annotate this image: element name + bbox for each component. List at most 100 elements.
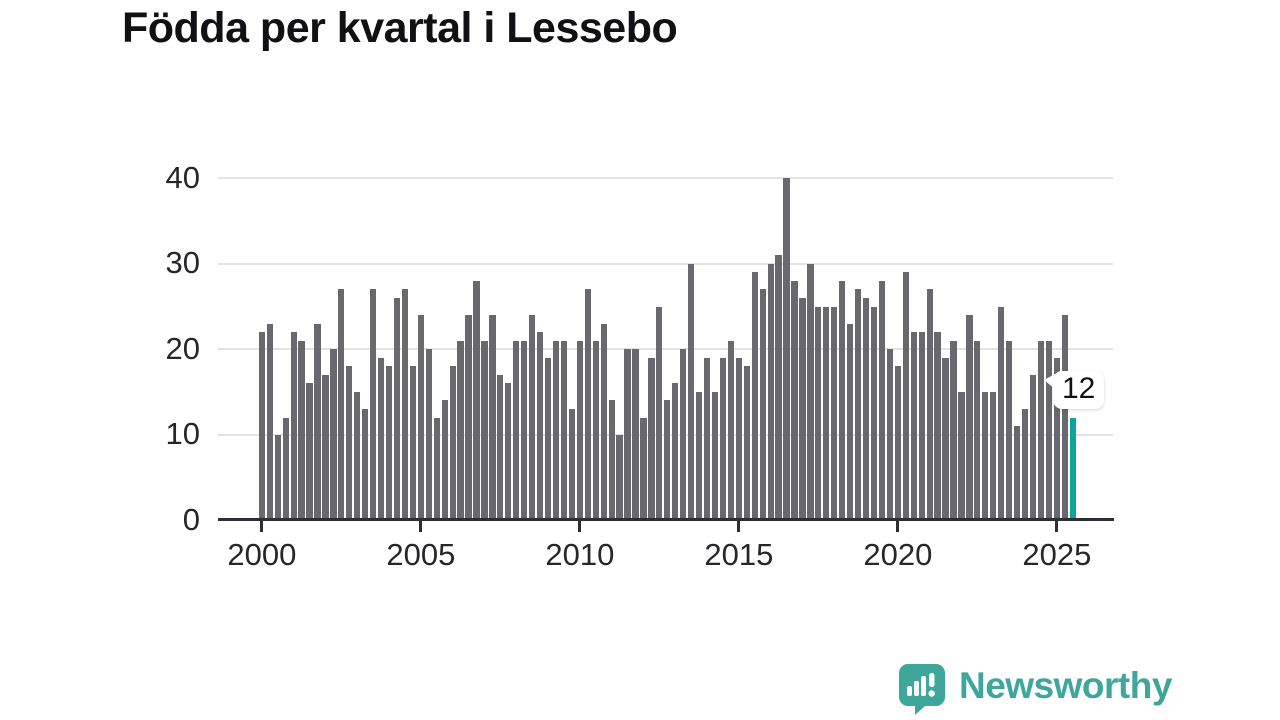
bar	[910, 332, 917, 520]
bar	[735, 357, 742, 520]
bar	[783, 178, 790, 520]
bar	[934, 332, 941, 520]
bar	[505, 383, 512, 520]
bar	[306, 383, 313, 520]
x-axis-tick-label: 2005	[386, 537, 456, 572]
speech-bubble-bar-chart-icon	[899, 664, 945, 715]
bar	[1013, 426, 1021, 520]
bar	[529, 315, 536, 520]
bar	[473, 280, 480, 520]
bar	[513, 340, 520, 520]
bar	[481, 340, 488, 520]
bar	[878, 280, 886, 520]
bar	[314, 323, 321, 520]
bar	[1037, 340, 1045, 520]
bar	[640, 417, 647, 520]
bar	[449, 366, 456, 520]
annotation-tail	[1044, 374, 1055, 389]
bar	[600, 323, 607, 520]
bar	[536, 332, 544, 520]
bar	[680, 349, 687, 520]
bar	[592, 340, 599, 520]
bar	[839, 280, 846, 520]
bar	[330, 349, 337, 520]
bar	[338, 289, 345, 520]
bar	[552, 340, 560, 520]
x-axis-tick	[1055, 521, 1059, 532]
bar	[401, 289, 409, 520]
bar	[258, 332, 265, 520]
bar	[497, 374, 504, 520]
y-axis-tick-label: 20	[165, 330, 200, 366]
bar	[823, 306, 830, 520]
bar	[298, 340, 305, 520]
x-axis-tick	[896, 521, 900, 532]
bar	[417, 315, 424, 520]
x-axis-tick	[578, 521, 582, 532]
bar	[1021, 408, 1029, 520]
bar	[759, 289, 766, 520]
bar	[847, 323, 854, 520]
y-axis-tick-label: 40	[165, 159, 200, 195]
bar	[918, 332, 925, 520]
bar	[831, 306, 838, 520]
x-axis-tick	[419, 521, 423, 532]
bar	[815, 306, 822, 520]
bar	[377, 357, 385, 520]
bar	[441, 400, 448, 520]
bar	[568, 408, 576, 520]
bar	[672, 383, 679, 520]
bar	[521, 340, 528, 520]
x-axis-tick-label: 2025	[1022, 537, 1092, 572]
bar	[616, 434, 623, 520]
bar	[322, 374, 329, 520]
bar	[958, 391, 965, 520]
bar	[1006, 340, 1013, 520]
bar	[624, 349, 631, 520]
bar	[998, 306, 1005, 520]
bar	[457, 340, 464, 520]
gridline-y-30	[218, 262, 1113, 265]
bar	[274, 434, 281, 520]
bar	[433, 417, 440, 520]
x-axis-tick-label: 2010	[545, 537, 615, 572]
bar	[982, 391, 989, 520]
bar	[346, 366, 353, 520]
highlighted-bar	[1069, 417, 1076, 520]
bar	[870, 306, 878, 520]
bar	[560, 340, 568, 520]
bar	[711, 391, 719, 520]
logo-text: Newsworthy	[959, 665, 1172, 706]
bar	[751, 272, 758, 520]
bar	[807, 263, 814, 520]
bar	[282, 417, 289, 520]
bar	[767, 263, 774, 520]
bar	[894, 366, 901, 520]
bar	[942, 357, 949, 520]
bar	[584, 289, 591, 520]
bar	[1045, 340, 1053, 520]
bar	[544, 357, 552, 520]
bar	[385, 366, 393, 520]
bar	[656, 306, 663, 520]
bar	[290, 332, 297, 520]
bar	[703, 357, 711, 520]
y-axis-tick-label: 10	[165, 416, 200, 452]
bar	[743, 366, 750, 520]
x-axis-tick-label: 2015	[704, 537, 774, 572]
x-axis-tick-label: 2020	[863, 537, 933, 572]
x-axis-tick	[260, 521, 264, 532]
bar	[926, 289, 933, 520]
bar	[727, 340, 735, 520]
bar	[409, 366, 417, 520]
y-axis-tick-label: 30	[165, 245, 200, 281]
bar	[775, 255, 782, 520]
plot-area	[218, 177, 1113, 520]
bar	[688, 263, 695, 520]
bar	[799, 297, 806, 520]
bar	[695, 391, 703, 520]
bar	[886, 349, 894, 520]
x-axis-tick-label: 2000	[227, 537, 297, 572]
bar	[966, 315, 973, 520]
